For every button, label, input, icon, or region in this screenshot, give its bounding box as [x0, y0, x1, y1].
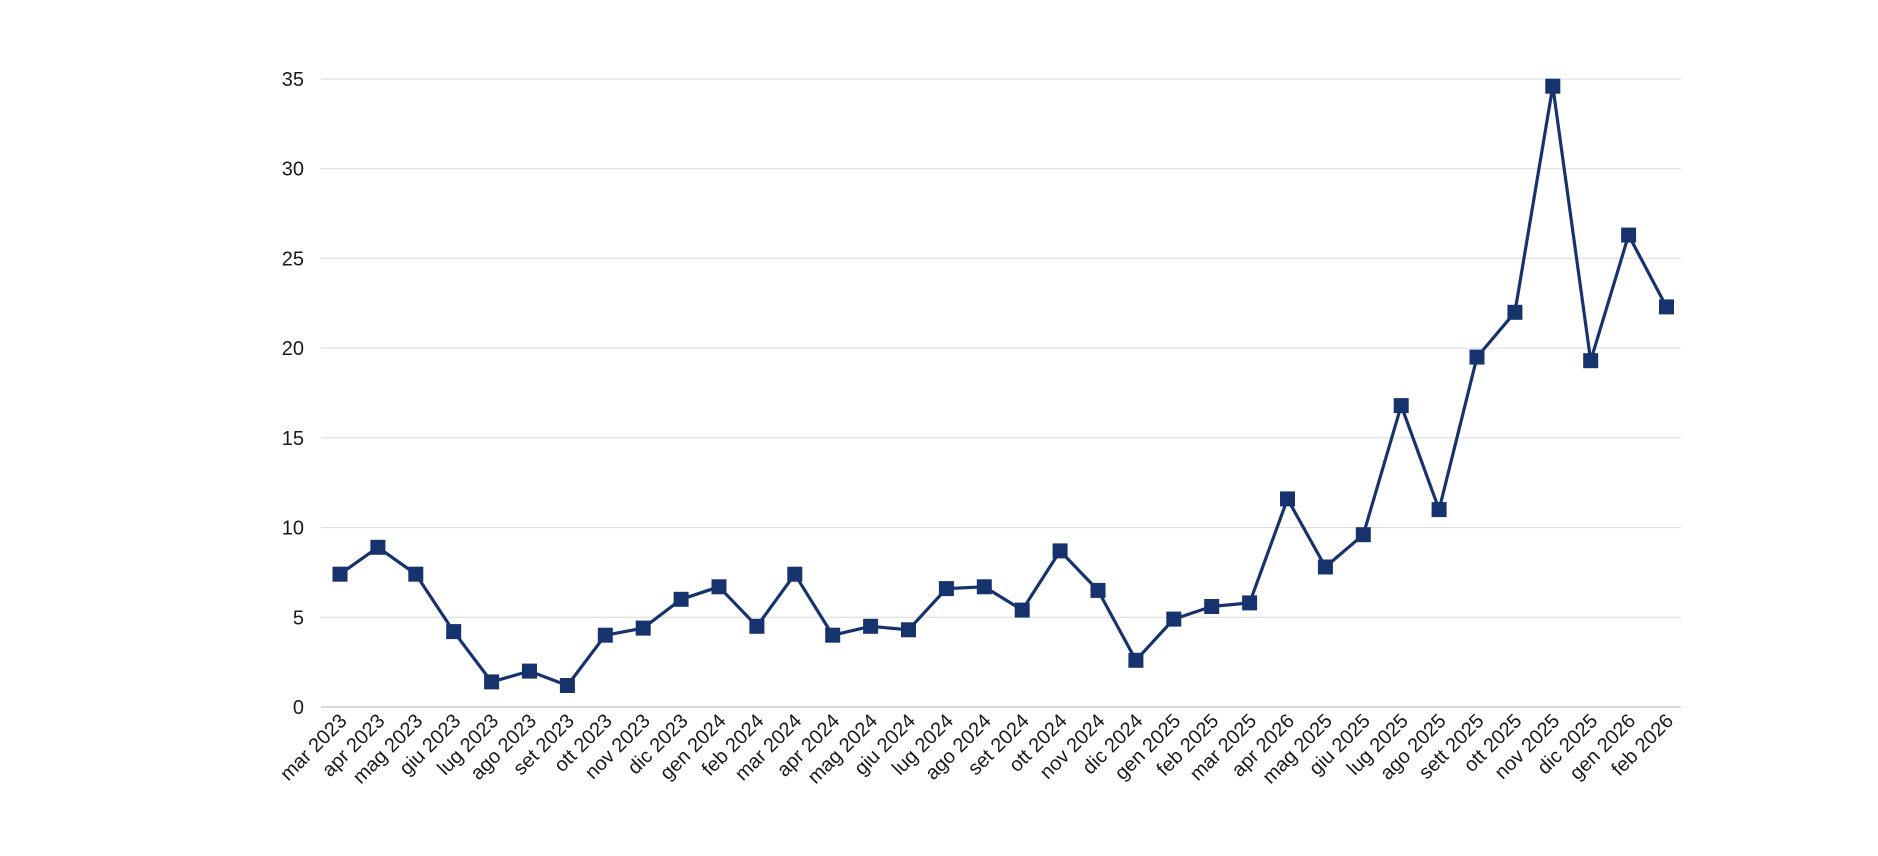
- y-axis-ticks: 0 5 10 15 20 25 30 35: [282, 69, 304, 719]
- data-point-0: [332, 566, 348, 582]
- y-tick-label-4: 20: [282, 338, 304, 360]
- data-point-27: [1355, 527, 1371, 543]
- data-point-1: [370, 539, 386, 555]
- data-point-10: [711, 579, 727, 595]
- data-point-9: [673, 591, 689, 607]
- data-point-12: [787, 566, 803, 582]
- y-tick-label-0: 0: [293, 697, 304, 719]
- data-point-14: [863, 618, 879, 634]
- data-point-8: [635, 620, 651, 636]
- data-point-19: [1052, 543, 1068, 559]
- series-line: [339, 84, 1668, 688]
- data-point-13: [825, 627, 841, 643]
- data-point-32: [1545, 78, 1561, 94]
- data-point-22: [1166, 611, 1182, 627]
- data-point-5: [522, 663, 537, 679]
- data-point-31: [1507, 304, 1523, 320]
- data-point-30: [1469, 349, 1485, 365]
- data-point-23: [1204, 599, 1220, 614]
- data-point-29: [1431, 502, 1447, 518]
- data-point-11: [749, 618, 765, 634]
- y-tick-label-7: 35: [282, 69, 304, 91]
- data-point-3: [446, 624, 462, 640]
- data-point-4: [484, 674, 500, 690]
- data-point-33: [1583, 353, 1599, 369]
- data-point-6: [559, 678, 575, 693]
- data-point-20: [1090, 582, 1106, 598]
- y-tick-label-1: 5: [293, 607, 304, 629]
- data-point-21: [1128, 652, 1144, 668]
- data-point-35: [1659, 299, 1674, 315]
- data-point-17: [976, 579, 992, 595]
- data-point-28: [1393, 398, 1409, 414]
- data-point-25: [1280, 491, 1295, 507]
- data-point-26: [1317, 559, 1333, 575]
- y-tick-label-3: 15: [282, 428, 304, 450]
- data-point-2: [408, 566, 424, 582]
- data-point-16: [938, 581, 954, 597]
- data-point-18: [1014, 602, 1030, 618]
- data-point-34: [1621, 227, 1637, 243]
- grid-lines: [321, 78, 1681, 708]
- data-point-24: [1242, 595, 1258, 611]
- y-tick-label-5: 25: [282, 248, 304, 270]
- y-tick-label-2: 10: [282, 518, 304, 540]
- series-layer: [332, 78, 1674, 693]
- y-tick-label-6: 30: [282, 159, 304, 181]
- data-point-15: [901, 622, 916, 638]
- data-point-7: [597, 627, 613, 643]
